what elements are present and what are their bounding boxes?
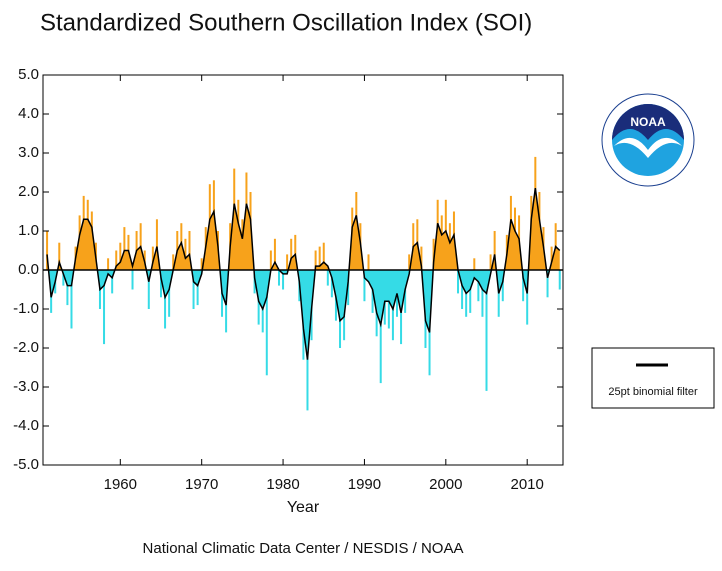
bar (265, 270, 268, 376)
logo-bird (614, 137, 682, 158)
bar (550, 246, 553, 270)
y-tick-label: 4.0 (18, 105, 39, 122)
footer: National Climatic Data Center / NESDIS /… (143, 540, 464, 557)
y-tick-label: -2.0 (13, 339, 39, 356)
bar (294, 234, 297, 270)
y-tick-label: 5.0 (18, 66, 39, 83)
bar (477, 270, 480, 302)
bar (522, 270, 525, 302)
x-tick-label: 1990 (348, 476, 381, 493)
bar (107, 258, 110, 270)
x-tick-label: 2000 (429, 476, 462, 493)
logo-top (612, 104, 684, 140)
bar (46, 231, 49, 270)
bar (461, 270, 464, 309)
logo: NOAA (601, 93, 695, 187)
bar (501, 270, 504, 302)
bar (469, 270, 472, 313)
bar (546, 270, 549, 298)
y-tick-label: -4.0 (13, 417, 39, 434)
bar (172, 254, 175, 270)
bar (367, 254, 370, 270)
bar (558, 270, 561, 290)
bar (408, 254, 411, 270)
bar (192, 270, 195, 309)
filter-line (46, 188, 561, 360)
x-tick-label: 1980 (266, 476, 299, 493)
bar (473, 258, 476, 270)
bar (269, 250, 272, 270)
bar (151, 246, 154, 270)
x-tick-label: 2010 (511, 476, 544, 493)
bar (286, 254, 289, 270)
legend-label: 25pt binomial filter (608, 386, 698, 398)
bar (282, 270, 285, 290)
bar (485, 270, 488, 391)
bar (481, 270, 484, 317)
bar (147, 270, 150, 309)
bar (457, 270, 460, 294)
y-tick-label: 0.0 (18, 261, 39, 278)
bar (318, 246, 321, 270)
y-tick-label: -1.0 (13, 300, 39, 317)
bar (103, 270, 106, 345)
bar (111, 270, 114, 294)
bar (493, 231, 496, 270)
bar (314, 250, 317, 270)
bar (489, 254, 492, 270)
y-tick-label: 3.0 (18, 144, 39, 161)
legend: 25pt binomial filter (591, 347, 715, 409)
logo-text: NOAA (630, 115, 666, 129)
bar (277, 270, 280, 286)
bar (420, 246, 423, 270)
bar (123, 227, 126, 270)
bar (188, 231, 191, 270)
y-tick-label: 2.0 (18, 183, 39, 200)
bar (70, 270, 73, 329)
bar (322, 242, 325, 270)
bar (115, 250, 118, 270)
positive-area (47, 188, 560, 270)
y-tick-label: -5.0 (13, 456, 39, 473)
bar (273, 238, 276, 270)
bar (326, 270, 329, 286)
y-tick-label: -3.0 (13, 378, 39, 395)
bar (119, 242, 122, 270)
x-tick-label: 1960 (104, 476, 137, 493)
bar (196, 270, 199, 306)
bar (131, 270, 134, 290)
bar (290, 238, 293, 270)
bar (168, 270, 171, 317)
bar (66, 270, 69, 306)
y-tick-label: 1.0 (18, 222, 39, 239)
bar (432, 238, 435, 270)
bar (159, 270, 162, 298)
x-tick-label: 1970 (185, 476, 218, 493)
bar (330, 270, 333, 298)
bar (363, 270, 366, 302)
chart-title: Standardized Southern Oscillation Index … (40, 9, 532, 36)
bar (155, 219, 158, 270)
bar (62, 270, 65, 286)
bar (200, 258, 203, 270)
bar (526, 270, 529, 325)
legend-box (591, 347, 715, 409)
x-axis-label: Year (287, 499, 320, 516)
bar (184, 238, 187, 270)
bar (164, 270, 167, 329)
bar (58, 242, 61, 270)
